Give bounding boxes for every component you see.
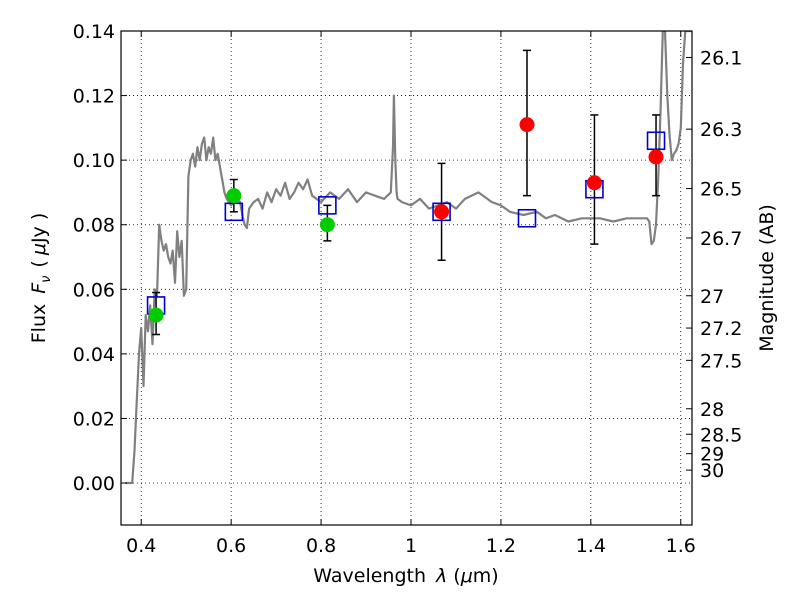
ticks: 0.4 0.6 0.8 1 1.2 1.4 1.6 0.00 0.02 0.04 0.06 0.08 0… — [73, 21, 743, 557]
y-axis-title-symbol: F — [28, 282, 50, 294]
plot-background — [121, 31, 692, 525]
green-data-point — [319, 217, 335, 233]
y-axis-title-mu: μ — [28, 243, 50, 256]
model-flux-square — [432, 202, 451, 222]
y-tick-label: 0.14 — [73, 21, 115, 43]
y2-axis-title: Magnitude (AB) — [756, 204, 778, 352]
y-axis-title-paren: ( — [28, 260, 50, 267]
model-flux-square — [646, 131, 666, 151]
x-tick-label: 0.6 — [216, 535, 246, 557]
green-data-point — [226, 188, 242, 204]
x-axis-title: Wavelength λ (μm) — [313, 565, 498, 587]
y2-tick-label: 27 — [700, 286, 724, 308]
y2-tick-label: 28.5 — [700, 424, 742, 446]
y2-tick-label: 26.1 — [700, 47, 742, 69]
model-flux-square — [517, 208, 537, 228]
x-axis-title-symbol: λ — [435, 565, 447, 587]
model-flux-square — [318, 196, 337, 215]
red-data-point — [434, 204, 450, 220]
x-tick-label: 1.2 — [486, 535, 516, 557]
series-clip-group — [125, 31, 692, 485]
x-axis-title-unit: m) — [473, 565, 499, 587]
x-tick-label: 1 — [405, 535, 417, 557]
y-tick-label: 0.06 — [73, 279, 115, 301]
y-axis-title: Flux Fν ( μJy ) — [28, 213, 54, 344]
y-tick-label: 0.04 — [73, 344, 115, 366]
x-axis-title-main: Wavelength — [313, 565, 426, 587]
green-data-point — [148, 307, 164, 323]
x-tick-label: 0.8 — [306, 535, 336, 557]
y-axis-title-unit: Jy ) — [28, 213, 50, 244]
x-axis-title-mu: μ — [460, 565, 473, 587]
x-tick-label: 1.6 — [666, 535, 696, 557]
red-data-point — [586, 175, 602, 191]
y2-tick-label: 26.5 — [700, 179, 742, 201]
y2-tick-label: 29 — [700, 444, 724, 466]
x-tick-label: 0.4 — [126, 535, 156, 557]
series-layer — [125, 31, 692, 485]
y-tick-label: 0.12 — [73, 86, 115, 108]
x-tick-label: 1.4 — [576, 535, 606, 557]
y2-tick-label: 27.5 — [700, 350, 742, 372]
y2-tick-label: 27.2 — [700, 318, 742, 340]
red-data-point — [519, 117, 535, 133]
y-axis-title-subscript: ν — [39, 276, 54, 283]
y2-tick-label: 30 — [700, 460, 724, 482]
y-tick-label: 0.00 — [73, 473, 115, 495]
x-axis-title-paren: ( — [453, 565, 460, 587]
y-axis-title-main: Flux — [28, 304, 50, 344]
y2-tick-label: 26.7 — [700, 228, 742, 250]
y2-tick-label: 28 — [700, 399, 724, 421]
template-spectrum-line — [125, 31, 692, 485]
y-tick-label: 0.08 — [73, 215, 115, 237]
y-tick-label: 0.10 — [73, 150, 115, 172]
y-tick-label: 0.02 — [73, 408, 115, 430]
y2-tick-label: 26.3 — [700, 119, 742, 141]
model-flux-square — [224, 202, 244, 222]
red-data-point — [648, 149, 664, 165]
plot-frame — [120, 30, 693, 526]
